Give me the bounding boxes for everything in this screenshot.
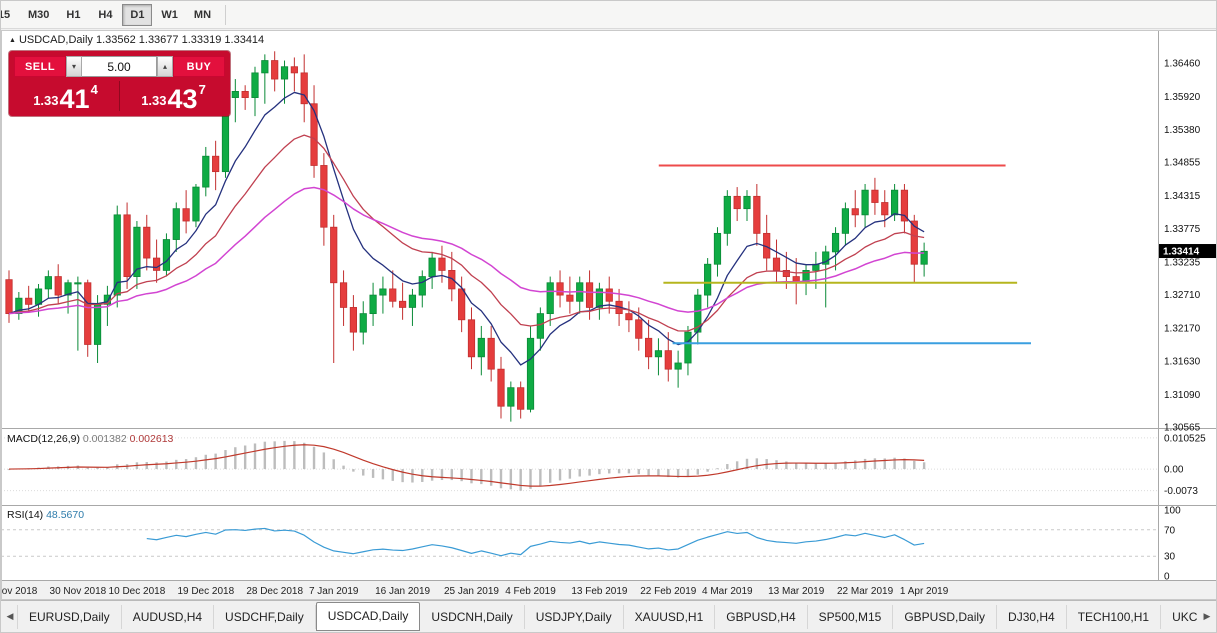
sell-price[interactable]: 1.33 41 4 <box>14 81 117 115</box>
svg-text:13 Mar 2019: 13 Mar 2019 <box>768 586 825 597</box>
chart-tab-usdchf-daily[interactable]: USDCHF,Daily <box>214 604 316 629</box>
buy-price[interactable]: 1.33 43 7 <box>122 81 225 115</box>
time-axis-background <box>1 581 1216 600</box>
timeframe-button-15[interactable]: 15 <box>1 4 19 26</box>
svg-text:1.32710: 1.32710 <box>1164 290 1201 301</box>
chart-title-text: USDCAD,Daily 1.33562 1.33677 1.33319 1.3… <box>18 34 265 46</box>
chart-tab-gbpusd-h4[interactable]: GBPUSD,H4 <box>715 604 808 629</box>
indicator-grid <box>1 437 1158 557</box>
price-scale[interactable]: 1.36460 1.35920 1.35380 1.34855 1.34315 1.337… <box>1164 59 1201 434</box>
svg-text:16 Jan 2019: 16 Jan 2019 <box>375 586 430 597</box>
svg-text:0.00: 0.00 <box>1164 465 1184 476</box>
sell-price-prefix: 1.33 <box>33 93 59 108</box>
svg-text:28 Dec 2018: 28 Dec 2018 <box>246 586 303 597</box>
timeframe-toolbar: 15M30H1H4D1W1MN <box>1 1 1216 29</box>
rsi-label: RSI(14) 48.5670 <box>7 509 84 521</box>
svg-text:13 Feb 2019: 13 Feb 2019 <box>571 586 628 597</box>
timeframe-button-h4[interactable]: H4 <box>90 4 120 26</box>
chart-tab-sp500-m15[interactable]: SP500,M15 <box>808 604 894 629</box>
svg-text:1.34315: 1.34315 <box>1164 191 1201 202</box>
buy-price-sup: 7 <box>198 82 206 97</box>
current-price-tag: 1.33414 <box>1159 244 1216 259</box>
buy-price-prefix: 1.33 <box>141 93 167 108</box>
chart-tab-ukc[interactable]: UKC <box>1161 605 1200 629</box>
chart-canvas[interactable]: 1.364601.359201.353801.348551.343151.337… <box>1 30 1217 600</box>
sell-price-big: 41 <box>59 84 90 115</box>
price-divider <box>119 81 120 111</box>
chart-tab-gbpusd-daily[interactable]: GBPUSD,Daily <box>893 604 998 629</box>
svg-text:30: 30 <box>1164 552 1176 563</box>
symbol-marker-icon: ▲ <box>9 36 16 44</box>
svg-text:1 Apr 2019: 1 Apr 2019 <box>900 586 949 597</box>
caret-down-icon: ▾ <box>71 62 76 71</box>
svg-text:1.31090: 1.31090 <box>1164 390 1201 401</box>
chart-tab-audusd-h4[interactable]: AUDUSD,H4 <box>122 604 215 629</box>
svg-text:4 Mar 2019: 4 Mar 2019 <box>702 586 753 597</box>
buy-button[interactable]: BUY <box>173 56 225 77</box>
chart-tab-usdcnh-daily[interactable]: USDCNH,Daily <box>420 604 525 629</box>
svg-text:30 Nov 2018: 30 Nov 2018 <box>50 586 107 597</box>
chart-tabs: EURUSD,Daily AUDUSD,H4 USDCHF,Daily USDCAD,… <box>17 601 1200 632</box>
svg-text:1.36460: 1.36460 <box>1164 59 1201 70</box>
chart-ohlc-title: ▲ USDCAD,Daily 1.33562 1.33677 1.33319 1… <box>9 34 264 46</box>
pane-separators <box>1 30 1216 600</box>
svg-text:1.33235: 1.33235 <box>1164 258 1201 269</box>
timeframe-button-m30[interactable]: M30 <box>21 4 56 26</box>
svg-text:7 Jan 2019: 7 Jan 2019 <box>309 586 359 597</box>
tabs-scroll-left-icon[interactable]: ◀ <box>6 611 14 621</box>
svg-text:70: 70 <box>1164 525 1176 536</box>
svg-text:1.34855: 1.34855 <box>1164 158 1201 169</box>
svg-text:22 Feb 2019: 22 Feb 2019 <box>640 586 697 597</box>
svg-text:1.35920: 1.35920 <box>1164 92 1201 103</box>
macd-scale[interactable]: 0.010525 0.00 -0.0073 <box>1164 433 1206 497</box>
svg-text:1.31630: 1.31630 <box>1164 357 1201 368</box>
timeframe-button-w1[interactable]: W1 <box>154 4 185 26</box>
buy-price-big: 43 <box>167 84 198 115</box>
svg-text:1.33775: 1.33775 <box>1164 224 1201 235</box>
svg-text:25 Jan 2019: 25 Jan 2019 <box>444 586 499 597</box>
svg-text:10 Dec 2018: 10 Dec 2018 <box>109 586 166 597</box>
caret-up-icon: ▴ <box>162 62 167 71</box>
macd-signal-line <box>8 444 925 487</box>
svg-text:1.33414: 1.33414 <box>1163 247 1200 258</box>
svg-text:100: 100 <box>1164 506 1181 517</box>
chart-tab-xauusd-h1[interactable]: XAUUSD,H1 <box>624 604 716 629</box>
volume-dropdown-button[interactable]: ▾ <box>66 56 82 77</box>
volume-increase-button[interactable]: ▴ <box>157 56 173 77</box>
timeframe-button-d1[interactable]: D1 <box>122 3 153 26</box>
chart-tab-bar: ◀ EURUSD,Daily AUDUSD,H4 USDCHF,Daily USDCA… <box>1 600 1216 632</box>
trend-lines[interactable] <box>658 164 1031 345</box>
timeframe-button-h1[interactable]: H1 <box>58 4 88 26</box>
svg-text:1.32170: 1.32170 <box>1164 323 1201 334</box>
svg-text:19 Dec 2018: 19 Dec 2018 <box>177 586 234 597</box>
svg-text:0.010525: 0.010525 <box>1164 433 1206 444</box>
svg-text:1.30565: 1.30565 <box>1164 422 1201 433</box>
sell-price-sup: 4 <box>90 82 98 97</box>
toolbar-separator <box>225 4 227 25</box>
svg-text:4 Feb 2019: 4 Feb 2019 <box>505 586 556 597</box>
one-click-trading-panel: SELL ▾ ▴ BUY 1.33 41 4 1.33 43 7 <box>9 51 230 116</box>
sell-button[interactable]: SELL <box>14 56 66 77</box>
chart-tab-tech100-h1[interactable]: TECH100,H1 <box>1067 604 1162 629</box>
svg-text:0: 0 <box>1164 572 1170 583</box>
rsi-line <box>146 527 925 557</box>
candles <box>5 51 928 422</box>
svg-text:22 Mar 2019: 22 Mar 2019 <box>837 586 894 597</box>
tabs-scroll-right-icon[interactable]: ▶ <box>1203 611 1211 621</box>
volume-input[interactable] <box>82 56 157 77</box>
svg-text:1.35380: 1.35380 <box>1164 125 1201 136</box>
chart-tab-eurusd-daily[interactable]: EURUSD,Daily <box>17 604 122 629</box>
macd-label: MACD(12,26,9) 0.001382 0.002613 <box>7 433 174 445</box>
timeframe-button-mn[interactable]: MN <box>187 4 218 26</box>
svg-text:21 Nov 2018: 21 Nov 2018 <box>1 586 38 597</box>
chart-tab-usdcad-daily[interactable]: USDCAD,Daily <box>315 602 421 631</box>
chart-tab-dj30-h4[interactable]: DJ30,H4 <box>997 604 1067 629</box>
rsi-scale[interactable]: 100 70 30 0 <box>1164 506 1181 583</box>
svg-text:-0.0073: -0.0073 <box>1164 486 1198 497</box>
chart-tab-usdjpy-daily[interactable]: USDJPY,Daily <box>525 604 624 629</box>
